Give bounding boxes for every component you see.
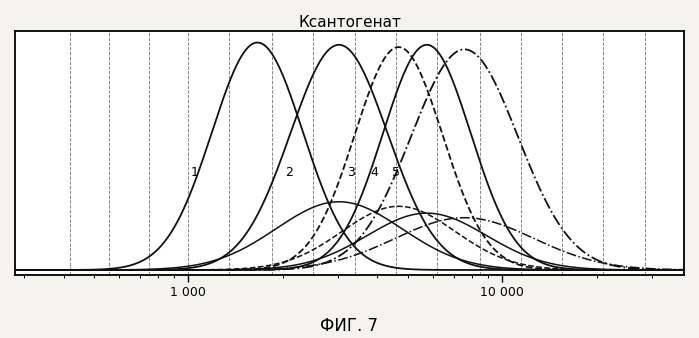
Text: 1: 1	[191, 166, 199, 179]
Text: 4: 4	[370, 166, 377, 179]
Text: 2: 2	[286, 166, 294, 179]
Text: 5: 5	[392, 166, 401, 179]
Title: Ксантогенат: Ксантогенат	[298, 15, 401, 30]
Text: 3: 3	[347, 166, 355, 179]
Text: ФИГ. 7: ФИГ. 7	[321, 317, 378, 335]
